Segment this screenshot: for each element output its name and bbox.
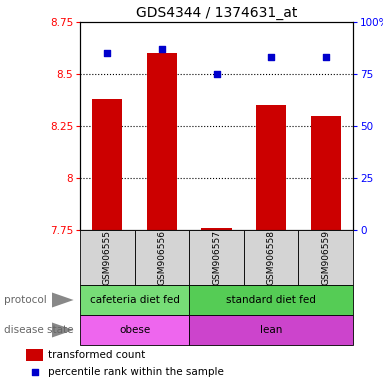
Bar (80, 285, 189, 315)
Polygon shape (52, 293, 74, 308)
Polygon shape (52, 323, 74, 338)
Text: GSM906556: GSM906556 (157, 230, 166, 285)
Point (104, 50, 110, 56)
Text: obese: obese (119, 325, 150, 335)
Text: protocol: protocol (4, 295, 47, 305)
Text: GSM906558: GSM906558 (267, 230, 276, 285)
Title: GDS4344 / 1374631_at: GDS4344 / 1374631_at (136, 6, 297, 20)
Text: GSM906557: GSM906557 (212, 230, 221, 285)
Bar (147, 53, 177, 230)
Bar (244, 230, 298, 285)
Point (159, 46, 165, 52)
Text: GSM906555: GSM906555 (103, 230, 112, 285)
Bar (80, 230, 134, 285)
Bar (189, 285, 353, 315)
Text: disease state: disease state (4, 325, 73, 335)
Point (31, 369, 38, 376)
Text: lean: lean (260, 325, 282, 335)
Bar (201, 228, 231, 230)
Bar (256, 105, 286, 230)
Text: standard diet fed: standard diet fed (226, 295, 316, 305)
Point (213, 71, 219, 77)
Bar (189, 230, 244, 285)
Bar (189, 315, 353, 345)
Point (268, 54, 274, 60)
Bar (26, 349, 43, 361)
Bar (80, 315, 189, 345)
Text: transformed count: transformed count (48, 349, 146, 360)
Bar (298, 230, 353, 285)
Bar (311, 116, 341, 230)
Point (322, 54, 329, 60)
Text: percentile rank within the sample: percentile rank within the sample (48, 367, 224, 377)
Bar (92, 99, 122, 230)
Bar (134, 230, 189, 285)
Text: GSM906559: GSM906559 (321, 230, 330, 285)
Text: cafeteria diet fed: cafeteria diet fed (90, 295, 180, 305)
